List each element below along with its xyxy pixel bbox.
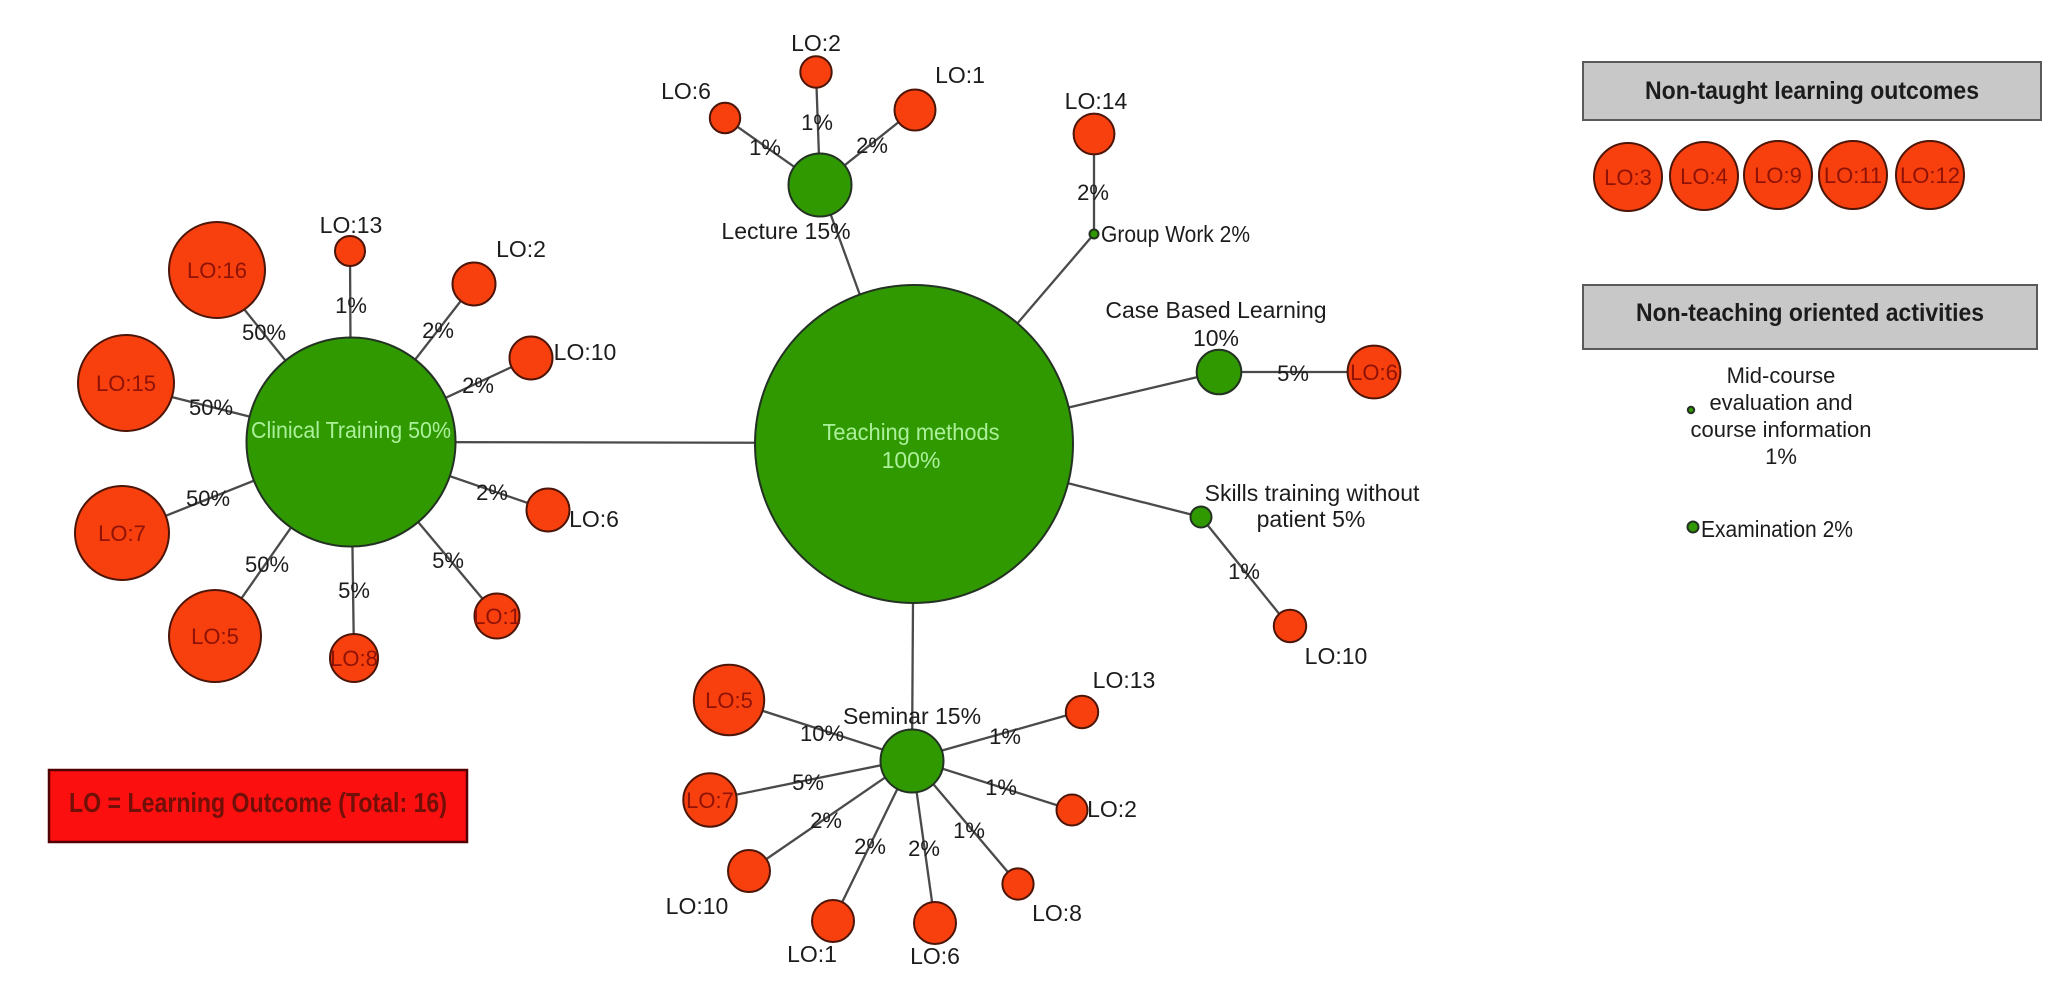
svg-text:LO:3: LO:3	[1604, 165, 1652, 190]
svg-text:LO:12: LO:12	[1900, 163, 1960, 188]
svg-text:Group Work 2%: Group Work 2%	[1101, 221, 1250, 247]
svg-text:2%: 2%	[1077, 180, 1109, 205]
svg-text:50%: 50%	[186, 486, 230, 511]
svg-text:1%: 1%	[1228, 559, 1260, 584]
svg-text:2%: 2%	[854, 834, 886, 859]
svg-text:Skills training without: Skills training without	[1205, 480, 1420, 506]
svg-text:LO:10: LO:10	[1305, 643, 1368, 669]
svg-text:evaluation and: evaluation and	[1709, 390, 1852, 415]
svg-text:10%: 10%	[800, 721, 844, 746]
svg-text:Seminar 15%: Seminar 15%	[843, 703, 981, 729]
svg-text:LO:14: LO:14	[1065, 88, 1128, 114]
svg-text:LO:10: LO:10	[666, 893, 729, 919]
svg-text:1%: 1%	[985, 775, 1017, 800]
svg-text:Mid-course: Mid-course	[1727, 363, 1836, 388]
svg-text:2%: 2%	[462, 373, 494, 398]
svg-text:5%: 5%	[792, 770, 824, 795]
svg-text:50%: 50%	[189, 395, 233, 420]
svg-text:1%: 1%	[953, 818, 985, 843]
svg-text:LO:6: LO:6	[569, 506, 619, 532]
svg-text:1%: 1%	[1765, 444, 1797, 469]
svg-text:LO:8: LO:8	[1032, 900, 1082, 926]
svg-text:LO:1: LO:1	[935, 62, 985, 88]
svg-text:5%: 5%	[1277, 361, 1309, 386]
svg-text:LO:2: LO:2	[791, 30, 841, 56]
svg-text:Non-teaching oriented activiti: Non-teaching oriented activities	[1636, 299, 1984, 327]
svg-text:Teaching methods: Teaching methods	[823, 419, 1000, 445]
svg-text:LO:4: LO:4	[1680, 164, 1728, 189]
svg-text:LO = Learning Outcome (Total:: LO = Learning Outcome (Total: 16)	[69, 787, 447, 818]
svg-text:1%: 1%	[801, 110, 833, 135]
svg-text:Case Based Learning: Case Based Learning	[1105, 297, 1326, 323]
svg-text:LO:2: LO:2	[1087, 796, 1137, 822]
svg-text:2%: 2%	[422, 318, 454, 343]
svg-text:LO:8: LO:8	[330, 646, 378, 671]
svg-text:course information: course information	[1691, 417, 1872, 442]
svg-text:LO:10: LO:10	[554, 339, 617, 365]
svg-text:50%: 50%	[245, 552, 289, 577]
svg-text:2%: 2%	[856, 133, 888, 158]
svg-text:LO:7: LO:7	[98, 521, 146, 546]
svg-text:50%: 50%	[242, 320, 286, 345]
svg-text:LO:6: LO:6	[661, 78, 711, 104]
svg-text:Examination 2%: Examination 2%	[1701, 516, 1853, 542]
svg-text:LO:5: LO:5	[191, 624, 239, 649]
svg-text:Lecture 15%: Lecture 15%	[721, 218, 850, 244]
svg-text:LO:6: LO:6	[910, 943, 960, 969]
svg-text:2%: 2%	[810, 808, 842, 833]
svg-text:LO:9: LO:9	[1754, 163, 1802, 188]
svg-text:LO:2: LO:2	[496, 236, 546, 262]
svg-text:LO:13: LO:13	[320, 212, 383, 238]
svg-text:LO:15: LO:15	[96, 371, 156, 396]
svg-text:1%: 1%	[335, 293, 367, 318]
svg-text:LO:6: LO:6	[1350, 360, 1398, 385]
svg-text:LO:1: LO:1	[473, 604, 521, 629]
svg-text:patient 5%: patient 5%	[1257, 506, 1366, 532]
svg-text:LO:7: LO:7	[686, 788, 734, 813]
svg-text:5%: 5%	[432, 548, 464, 573]
svg-text:LO:11: LO:11	[1824, 163, 1882, 188]
svg-text:5%: 5%	[338, 578, 370, 603]
svg-text:2%: 2%	[908, 836, 940, 861]
svg-text:1%: 1%	[989, 724, 1021, 749]
svg-text:LO:5: LO:5	[705, 688, 753, 713]
svg-text:LO:1: LO:1	[787, 941, 837, 967]
svg-text:10%: 10%	[1193, 325, 1239, 351]
svg-text:1%: 1%	[749, 135, 781, 160]
svg-text:2%: 2%	[476, 480, 508, 505]
svg-text:Non-taught learning outcomes: Non-taught learning outcomes	[1645, 77, 1979, 105]
svg-text:LO:13: LO:13	[1093, 667, 1156, 693]
svg-text:100%: 100%	[882, 447, 941, 473]
svg-text:Clinical Training 50%: Clinical Training 50%	[251, 417, 451, 443]
svg-text:LO:16: LO:16	[187, 258, 247, 283]
